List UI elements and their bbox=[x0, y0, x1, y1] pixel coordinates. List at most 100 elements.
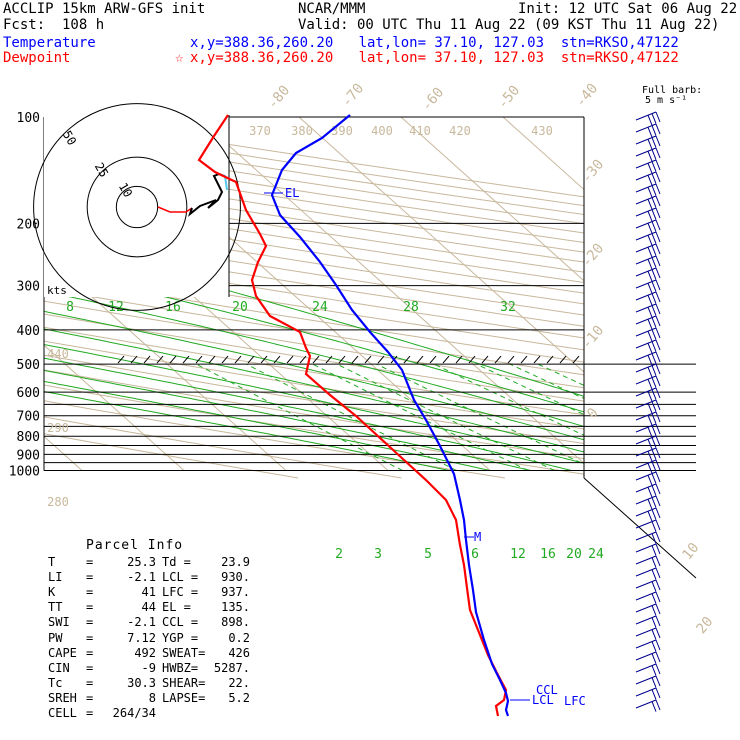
legend-dewpoint-location: x,y=388.36,260.20 lat,lon= 37.10, 127.03… bbox=[190, 50, 679, 66]
dry-adiabat-line bbox=[44, 433, 299, 479]
wind-barb-staff bbox=[635, 387, 657, 397]
theta-label: 410 bbox=[409, 124, 431, 138]
wind-barb-flag bbox=[651, 569, 657, 580]
moist-adiabat-line bbox=[44, 242, 584, 397]
wind-barb-staff bbox=[635, 327, 657, 337]
theta-label: 280 bbox=[47, 495, 69, 509]
parcel-info-key: SREH bbox=[48, 690, 77, 705]
tropopause-hatch bbox=[468, 355, 476, 364]
wind-barb-staff bbox=[635, 579, 657, 589]
wind-barb-flag bbox=[655, 219, 661, 231]
wind-barb-flag bbox=[651, 377, 657, 388]
parcel-info-key: CAPE bbox=[48, 645, 77, 660]
parcel-info-value: 8 bbox=[148, 690, 156, 705]
hodograph-ring-label: 50 bbox=[60, 128, 79, 148]
legend-dewpoint-label: Dewpoint bbox=[3, 50, 71, 66]
el-marker-label: EL bbox=[285, 186, 299, 200]
isotherm-label: -80 bbox=[265, 83, 294, 113]
theta-label: 290 bbox=[47, 421, 69, 435]
wind-barb-flag bbox=[647, 163, 653, 174]
dry-adiabat-line bbox=[44, 326, 584, 416]
wind-barb-flag bbox=[655, 147, 661, 159]
wind-barb-flag bbox=[647, 403, 653, 414]
wind-barb-flag bbox=[655, 459, 661, 471]
wind-barb-flag bbox=[651, 233, 657, 244]
wind-barb-flag bbox=[651, 485, 657, 496]
parcel-info-eq: = bbox=[86, 615, 94, 630]
tropopause-hatch bbox=[559, 355, 567, 364]
temperature-curve bbox=[270, 114, 510, 717]
tropopause-hatch bbox=[533, 355, 541, 364]
parcel-info-key: LI bbox=[48, 570, 63, 585]
parcel-info-value: 25.3 bbox=[127, 555, 156, 570]
wind-barb-flag bbox=[651, 665, 657, 676]
parcel-info-row: LI = -2.1 LCL = 930. bbox=[48, 570, 250, 585]
wind-barb-staff bbox=[635, 447, 657, 457]
wind-barb-flag bbox=[655, 663, 661, 675]
tropopause-hatch bbox=[260, 355, 268, 364]
wind-barb-staff bbox=[635, 543, 657, 553]
wind-barb-flag bbox=[655, 387, 661, 399]
wind-barb-staff bbox=[635, 111, 657, 121]
moist-adiabat-label: 28 bbox=[403, 300, 419, 315]
parcel-info-eq: = bbox=[86, 585, 94, 600]
wind-barb-staff bbox=[635, 375, 657, 385]
theta-label: 370 bbox=[249, 124, 271, 138]
wind-barb-staff bbox=[635, 219, 657, 229]
wind-barb-flag bbox=[651, 461, 657, 472]
tropopause-hatch bbox=[364, 355, 372, 364]
parcel-info-row: TT = 44 EL = 135. bbox=[48, 600, 250, 615]
wind-barb-flag bbox=[651, 521, 657, 532]
wind-barb-flag bbox=[651, 581, 657, 592]
isotherm-line bbox=[707, 117, 740, 471]
wind-barb-flag bbox=[647, 211, 653, 222]
wind-barb-flag bbox=[651, 677, 657, 688]
wind-barb-flag bbox=[651, 293, 657, 304]
tropopause-hatch bbox=[156, 355, 164, 364]
wind-barb-flag bbox=[651, 221, 657, 232]
parcel-info-row: SWI = -2.1 CCL = 898. bbox=[48, 615, 250, 630]
wind-barb-staff bbox=[635, 255, 657, 265]
hodograph-trace-low bbox=[157, 206, 193, 213]
theta-label: 400 bbox=[371, 124, 393, 138]
dry-adiabat-line bbox=[44, 384, 584, 475]
tropopause-hatch bbox=[208, 355, 216, 364]
parcel-info-eq: = bbox=[86, 600, 94, 615]
parcel-info-row: PW = 7.12 YGP = 0.2 bbox=[48, 631, 250, 646]
parcel-info-eq: = bbox=[86, 555, 94, 570]
mixing-ratio-line bbox=[246, 363, 457, 471]
parcel-info-value: 5.2 bbox=[228, 690, 250, 705]
wind-barb-flag bbox=[651, 365, 657, 376]
wind-barb-flag bbox=[651, 413, 657, 424]
wind-barb-flag bbox=[655, 627, 661, 639]
tropopause-hatch bbox=[494, 355, 502, 364]
mixing-ratio-label: 12 bbox=[510, 547, 526, 562]
wind-barb-flag bbox=[655, 351, 661, 363]
wind-barb-flag bbox=[655, 591, 661, 603]
parcel-info-key: CIN bbox=[48, 660, 70, 675]
mixing-ratio-label: 2 bbox=[335, 547, 343, 562]
wind-barb-flag bbox=[651, 641, 657, 652]
wind-barb-flag bbox=[655, 507, 661, 519]
wind-barb-flag bbox=[647, 415, 653, 426]
parcel-info-value bbox=[210, 706, 250, 721]
barb-legend-title: Full barb: bbox=[642, 85, 703, 96]
parcel-info-value: 930. bbox=[221, 570, 250, 585]
moist-adiabat-label: 32 bbox=[500, 300, 516, 315]
tropopause-hatch bbox=[572, 355, 580, 364]
barb-legend-units: 5 m s⁻¹ bbox=[645, 95, 688, 106]
parcel-info-key: SWEAT= bbox=[162, 645, 206, 660]
dry-adiabat-line bbox=[44, 340, 584, 430]
legend-dewpoint-star-icon: ☆ bbox=[175, 50, 184, 66]
wind-barb-flag bbox=[651, 269, 657, 280]
wind-barb-flag bbox=[651, 341, 657, 352]
pressure-tick-label: 300 bbox=[17, 280, 40, 295]
parcel-info-key: SHEAR= bbox=[162, 675, 206, 690]
hodograph-ring bbox=[115, 185, 159, 229]
tropopause-hatch bbox=[182, 355, 190, 364]
institution-label: NCAR/MMM bbox=[298, 1, 366, 17]
wind-barb-flag bbox=[655, 135, 661, 147]
wind-barb-staff bbox=[635, 507, 657, 517]
parcel-info-value: 135. bbox=[221, 600, 250, 615]
